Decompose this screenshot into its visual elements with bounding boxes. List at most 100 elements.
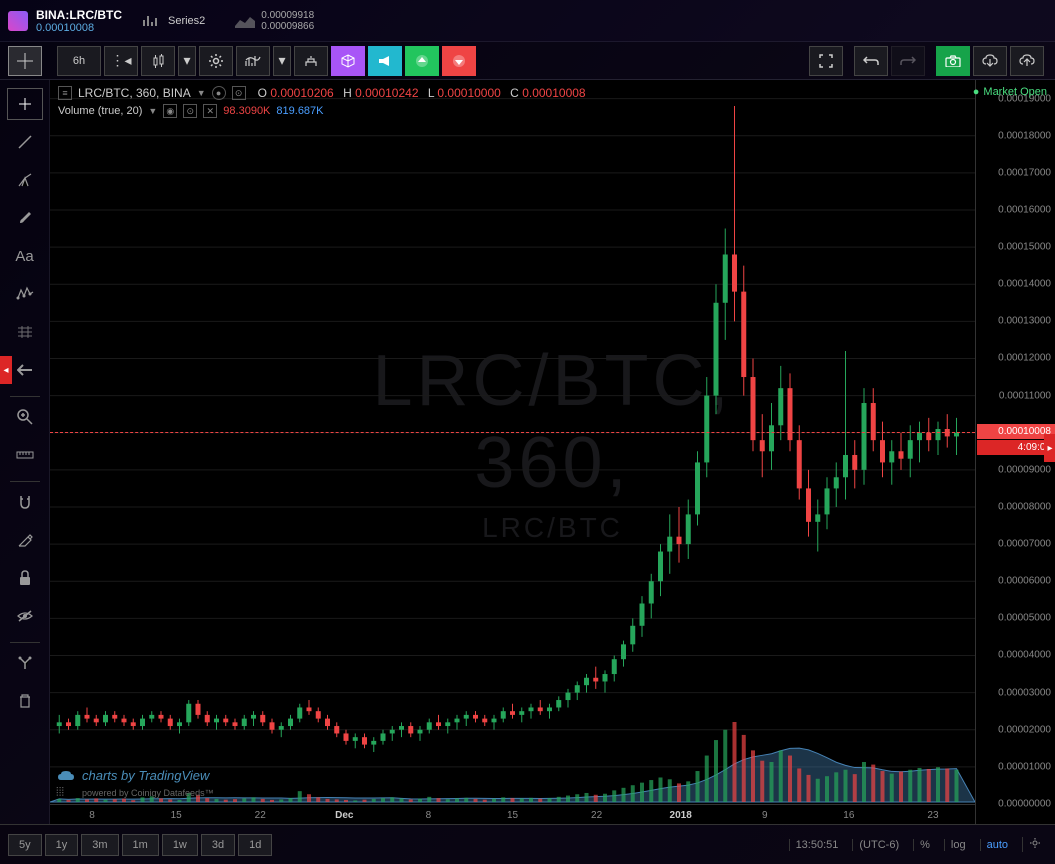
screenshot-button[interactable] [936, 46, 970, 76]
hide-tool[interactable] [7, 600, 43, 632]
price-tick: 0.00009000 [998, 464, 1051, 475]
range-3m[interactable]: 3m [81, 834, 118, 856]
collapse-icon[interactable]: ≡ [58, 86, 72, 100]
brush-tool[interactable] [7, 202, 43, 234]
price-tick: 0.00004000 [998, 650, 1051, 661]
price-tick: 0.00001000 [998, 761, 1051, 772]
vol-eye-icon[interactable]: ◉ [163, 104, 177, 118]
down-button[interactable] [442, 46, 476, 76]
indicators-menu[interactable]: ▾ [273, 46, 291, 76]
price-tick: 0.00015000 [998, 242, 1051, 253]
candle-style-menu[interactable]: ▾ [178, 46, 196, 76]
vol-blue: 819.687K [276, 105, 323, 117]
range-1w[interactable]: 1w [162, 834, 198, 856]
right-collapse-tab[interactable]: ▸ [1044, 434, 1055, 462]
series2-block[interactable]: Series2 [142, 13, 205, 29]
price-tick: 0.00012000 [998, 353, 1051, 364]
text-tool[interactable]: Aa [7, 240, 43, 272]
log-toggle[interactable]: log [944, 839, 972, 851]
magnet-tool[interactable] [7, 486, 43, 518]
ohlc-values: O 0.00010206 H 0.00010242 L 0.00010000 C… [252, 86, 586, 100]
bottom-info: 13:50:51 (UTC-6) % log auto [789, 837, 1047, 852]
attribution: charts by TradingView ⦙⦙⦙ powered by Coi… [56, 768, 214, 800]
crosshair-button[interactable] [8, 46, 42, 76]
chart-svg [50, 80, 975, 804]
redo-button[interactable] [891, 46, 925, 76]
drawing-mode-tool[interactable] [7, 524, 43, 556]
compare-button[interactable] [294, 46, 328, 76]
interval-button[interactable]: 6h [57, 46, 101, 76]
undo-button[interactable] [854, 46, 888, 76]
left-collapse-tab[interactable]: ◂ [0, 356, 12, 384]
symbol-price: 0.00010008 [36, 22, 122, 34]
price-tick: 0.00007000 [998, 539, 1051, 550]
symbol-block[interactable]: BINA:LRC/BTC 0.00010008 [8, 8, 122, 34]
chart-container[interactable]: ≡ LRC/BTC, 360, BINA ▼ ● ⊙ O 0.00010206 … [50, 80, 1055, 824]
position-tool[interactable] [7, 316, 43, 348]
settings-button[interactable] [199, 46, 233, 76]
time-tick: 22 [591, 810, 602, 821]
price-tick: 0.00016000 [998, 204, 1051, 215]
price-tick: 0.00018000 [998, 130, 1051, 141]
vol-opt-icon[interactable]: ⊙ [183, 104, 197, 118]
cursor-tool[interactable] [7, 88, 43, 120]
time-tick: 22 [255, 810, 266, 821]
cube-button[interactable] [331, 46, 365, 76]
market-status: Market Open [973, 86, 1047, 98]
range-1d[interactable]: 1d [238, 834, 272, 856]
cloud-upload-button[interactable] [1010, 46, 1044, 76]
series3-block[interactable]: 0.00009918 0.00009866 [235, 10, 314, 32]
bottom-bar: 5y1y3m1m1w3d1d 13:50:51 (UTC-6) % log au… [0, 824, 1055, 864]
time-tick: 2018 [670, 810, 692, 821]
price-tick: 0.00014000 [998, 279, 1051, 290]
range-5y[interactable]: 5y [8, 834, 42, 856]
cloud-icon [56, 769, 76, 783]
range-1m[interactable]: 1m [122, 834, 159, 856]
cloud-download-button[interactable] [973, 46, 1007, 76]
clock-time: 13:50:51 [789, 839, 845, 851]
auto-toggle[interactable]: auto [980, 839, 1014, 851]
symbol-name: BINA:LRC/BTC [36, 8, 122, 22]
opt-icon[interactable]: ⊙ [232, 86, 246, 100]
symbol-icon [8, 11, 28, 31]
time-tick: 9 [762, 810, 768, 821]
fullscreen-button[interactable] [809, 46, 843, 76]
range-3d[interactable]: 3d [201, 834, 235, 856]
timezone[interactable]: (UTC-6) [852, 839, 905, 851]
series3-val2: 0.00009866 [261, 21, 314, 32]
time-tick: 8 [89, 810, 95, 821]
symbol-line: LRC/BTC, 360, BINA [78, 86, 191, 100]
price-tick: 0.00002000 [998, 724, 1051, 735]
candle-style-button[interactable] [141, 46, 175, 76]
range-1y[interactable]: 1y [45, 834, 79, 856]
percent-toggle[interactable]: % [913, 839, 936, 851]
measure-tool[interactable] [7, 439, 43, 471]
lock-tool[interactable] [7, 562, 43, 594]
pattern-tool[interactable] [7, 278, 43, 310]
price-axis[interactable]: ▸ 0.000190000.000180000.000170000.000160… [975, 80, 1055, 824]
main-area: ◂ Aa [0, 80, 1055, 824]
price-tick: 0.00013000 [998, 316, 1051, 327]
area-icon [235, 13, 255, 29]
time-tick: 23 [927, 810, 938, 821]
price-tick: 0.00005000 [998, 613, 1051, 624]
tools-tool[interactable] [7, 647, 43, 679]
time-axis[interactable]: 81522Dec81522201891623 [50, 804, 975, 824]
trendline-tool[interactable] [7, 126, 43, 158]
vol-x-icon[interactable]: ✕ [203, 104, 217, 118]
trash-tool[interactable] [7, 685, 43, 717]
price-tick: 0.00006000 [998, 576, 1051, 587]
series2-label: Series2 [168, 15, 205, 27]
axis-settings-icon[interactable] [1022, 837, 1047, 852]
up-button[interactable] [405, 46, 439, 76]
main-toolbar: 6h ⋮◂ ▾ ▾ [0, 42, 1055, 80]
price-tick: 0.00000000 [998, 799, 1051, 810]
current-price-line [50, 432, 975, 433]
bars-icon [142, 13, 162, 29]
pitchfork-tool[interactable] [7, 164, 43, 196]
indicators-button[interactable] [236, 46, 270, 76]
chart-header: ≡ LRC/BTC, 360, BINA ▼ ● ⊙ O 0.00010206 … [58, 86, 586, 118]
announce-button[interactable] [368, 46, 402, 76]
interval-menu-button[interactable]: ⋮◂ [104, 46, 138, 76]
zoom-tool[interactable] [7, 401, 43, 433]
